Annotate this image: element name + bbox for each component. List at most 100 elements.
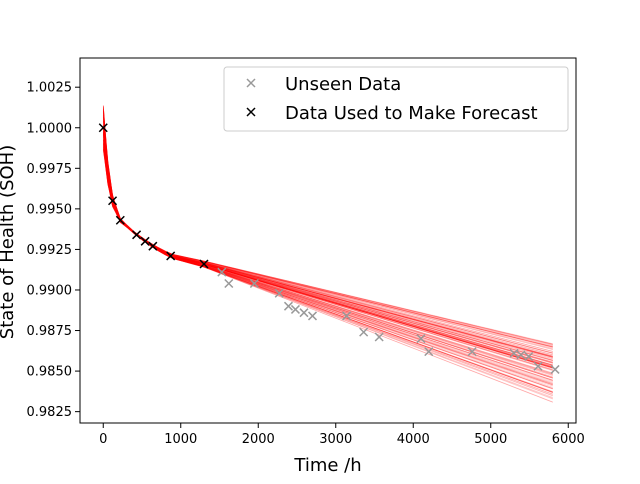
forecast-data-point [98,123,108,133]
forecast-line [102,132,553,361]
unseen-data-point [516,350,526,360]
y-tick-label: 0.9875 [27,324,73,339]
forecast-line [102,121,553,354]
forecast-line [102,148,553,385]
forecast-line [102,106,553,346]
forecast-data-point [140,236,150,246]
forecast-data-point [115,215,125,225]
forecast-lines [102,105,553,403]
unseen-data-point [524,351,534,362]
legend-box [223,66,569,132]
forecast-line [102,111,553,346]
forecast-line [102,105,553,364]
forecast-line [102,143,553,400]
forecast-line [102,150,553,386]
forecast-data-point [108,196,118,206]
forecast-line [102,149,553,363]
forecast-data-point [199,259,209,269]
unseen-data-point [307,311,318,321]
forecast-line [102,144,553,354]
data-points [98,123,560,374]
y-tick-label: 1.0025 [27,81,73,96]
forecast-data-point [148,241,158,251]
forecast-line [102,132,553,361]
x-tick-label: 5000 [474,432,507,447]
x-tick-label: 1000 [164,432,197,447]
legend-marker-unseen [246,78,256,88]
forecast-line [102,112,553,369]
legend-label: Unseen Data [285,74,401,95]
forecast-line [102,109,553,364]
forecast-line [102,128,553,363]
forecast-line [102,148,553,386]
forecast-line [102,143,553,393]
forecast-line [102,116,553,357]
unseen-data-point [274,288,284,298]
forecast-line [102,130,553,362]
forecast-line [102,148,553,372]
forecast-line [102,146,553,360]
forecast-line [102,118,553,356]
forecast-line [102,112,553,359]
forecast-line [102,146,553,369]
unseen-data-point [374,332,384,342]
forecast-line [102,108,553,352]
forecast-line [102,105,553,368]
forecast-line [102,117,553,348]
plot-frame [79,57,577,424]
forecast-data-point [166,251,176,261]
y-tick-label: 1.0000 [27,121,73,136]
forecast-line [102,143,553,357]
forecast-line [102,106,553,349]
y-tick-label: 0.9975 [27,162,73,177]
forecast-line [102,121,553,355]
x-tick-label: 3000 [319,432,352,447]
y-axis-ticks: 0.9825 0.9850 0.9875 0.9900 0.9925 0.9950 0.99… [27,81,80,420]
forecast-line [102,110,553,358]
forecast-line [102,129,553,361]
forecast-line [102,149,553,393]
unseen-data-point [533,361,543,371]
legend: Unseen Data Data Used to Make Forecast [223,66,569,132]
forecast-line [102,147,553,393]
unseen-data-point [224,278,234,289]
unseen-data-point [249,278,259,289]
forecast-line [102,142,553,357]
forecast-line [102,145,553,371]
legend-label: Data Used to Make Forecast [285,103,538,124]
forecast-line [102,149,553,375]
forecast-line [102,132,553,358]
forecast-line [102,145,553,348]
x-tick-label: 6000 [552,432,585,447]
unseen-data-point [299,308,309,318]
forecast-line [102,139,553,390]
forecast-line [102,131,553,361]
forecast-line [102,139,553,366]
legend-marker-used [246,107,256,117]
y-tick-label: 0.9850 [27,365,73,380]
y-tick-label: 0.9925 [27,243,73,258]
forecast-line [102,106,553,379]
x-tick-label: 2000 [242,432,275,447]
x-tick-label: 4000 [397,432,430,447]
forecast-line [102,108,553,375]
unseen-data-point [359,327,369,337]
y-tick-label: 0.9900 [27,283,73,298]
forecast-line [102,149,553,376]
x-axis-ticks: 0 1000 2000 3000 4000 5000 6000 [99,423,585,447]
forecast-line [102,120,553,354]
forecast-line [102,142,553,350]
y-tick-label: 0.9825 [27,405,73,420]
forecast-line [102,127,553,358]
unseen-data-point [290,304,300,314]
forecast-line [102,106,553,368]
forecast-line [102,123,553,399]
forecast-line [102,143,553,350]
forecast-data-point [132,230,142,240]
forecast-line [102,134,553,395]
forecast-line [102,146,553,358]
forecast-line [102,143,553,358]
forecast-line [102,112,553,364]
forecast-line [102,109,553,377]
